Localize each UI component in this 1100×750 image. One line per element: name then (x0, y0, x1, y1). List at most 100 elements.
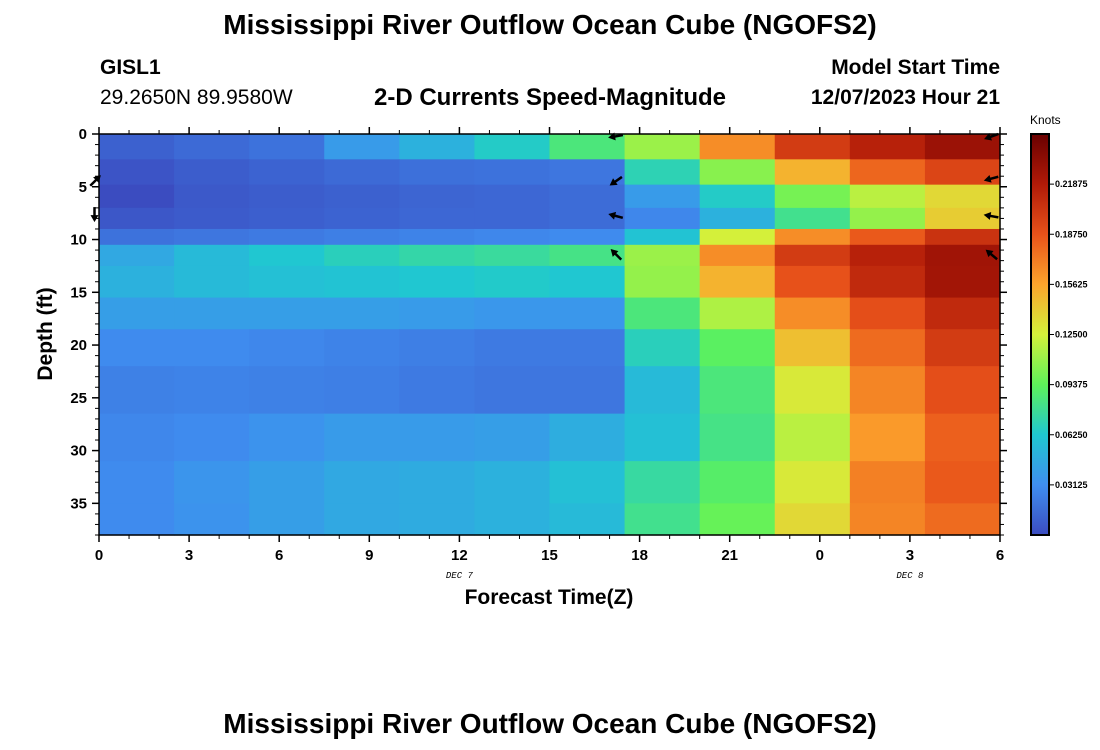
x-tick-label: 0 (816, 547, 824, 564)
arrow-head (608, 211, 617, 220)
heatmap-cell (249, 228, 325, 246)
arrow-head (90, 215, 99, 223)
heatmap-cell (324, 184, 400, 209)
heatmap-cell (324, 503, 400, 536)
colorbar-tick-label: 0.03125 (1055, 480, 1088, 490)
heatmap-cell (924, 413, 1001, 462)
y-axis-label: Depth (ft) (34, 287, 57, 380)
heatmap-cell (324, 228, 400, 246)
heatmap-cell (399, 413, 476, 462)
heatmap-cell (474, 366, 551, 415)
heatmap-cell (399, 461, 476, 504)
current-vector-arrow (983, 174, 999, 183)
y-tick-label: 25 (70, 390, 87, 407)
heatmap-cell (549, 297, 626, 330)
arrow-head (609, 178, 618, 186)
heatmap-cell (924, 503, 1001, 536)
heatmap-cell (849, 228, 926, 246)
x-tick-label: 3 (185, 547, 193, 564)
heatmap-cell (774, 329, 851, 367)
heatmap-cell (99, 244, 175, 267)
heatmap-cell (924, 461, 1001, 504)
heatmap-cell (624, 503, 701, 536)
current-vector-arrow (985, 249, 998, 261)
heatmap-cell (774, 159, 851, 186)
heatmap-cell (924, 207, 1001, 230)
heatmap-cell (474, 329, 551, 367)
heatmap-cell (324, 134, 400, 160)
heatmap-cell (399, 503, 476, 536)
x-tick-label: 6 (996, 547, 1004, 564)
heatmap-cell (174, 503, 250, 536)
x-tick-label: 15 (541, 547, 558, 564)
arrow-head (984, 133, 992, 141)
heatmap-cell (399, 159, 476, 186)
heatmap-cell (774, 207, 851, 230)
heatmap-cell (324, 413, 400, 462)
heatmap-cell (774, 134, 851, 160)
heatmap-cell (849, 413, 926, 462)
heatmap-cell (249, 297, 325, 330)
chart-title: Mississippi River Outflow Ocean Cube (NG… (223, 9, 877, 40)
heatmap-cell (774, 244, 851, 267)
heatmap-cell (249, 159, 325, 186)
colorbar (1030, 133, 1050, 536)
heatmap-cell (399, 134, 476, 160)
heatmap-cell (699, 413, 776, 462)
x-tick-label: 18 (631, 547, 648, 564)
heatmap-cell (849, 244, 926, 267)
repeated-chart-title: Mississippi River Outflow Ocean Cube (NG… (223, 708, 877, 739)
heatmap-cell (624, 159, 701, 186)
heatmap-cell (849, 461, 926, 504)
heatmap-cell (624, 265, 701, 299)
station-coordinates: 29.2650N 89.9580W (100, 86, 293, 109)
heatmap-cell (699, 228, 776, 246)
heatmap-cell (99, 184, 175, 209)
heatmap-cell (549, 244, 626, 267)
heatmap-cell (924, 244, 1001, 267)
heatmap-cell (849, 503, 926, 536)
heatmap-cell (399, 184, 476, 209)
heatmap-cell (849, 159, 926, 186)
heatmap-cell (99, 134, 175, 160)
heatmap-cell (324, 207, 400, 230)
heatmap-cell (249, 244, 325, 267)
x-tick-label: 3 (906, 547, 914, 564)
heatmap-cell (849, 297, 926, 330)
heatmap-cell (174, 366, 250, 415)
heatmap-cell (849, 184, 926, 209)
heatmap-cell (849, 207, 926, 230)
heatmap-cell (399, 244, 476, 267)
model-start-label: Model Start Time (831, 56, 1000, 79)
heatmap-cell (624, 297, 701, 330)
heatmap-cell (249, 366, 325, 415)
heatmap-cell (699, 134, 776, 160)
heatmap-cell (774, 265, 851, 299)
heatmap-cell (474, 265, 551, 299)
date-label: DEC 8 (896, 571, 924, 581)
heatmap-cell (549, 228, 626, 246)
heatmap-cell (99, 329, 175, 367)
heatmap-cell (324, 297, 400, 330)
heatmap-cell (699, 244, 776, 267)
heatmap-cell (474, 228, 551, 246)
heatmap-cell (549, 329, 626, 367)
x-tick-label: 9 (365, 547, 373, 564)
heatmap-cell (474, 503, 551, 536)
heatmap-cell (624, 184, 701, 209)
y-tick-label: 0 (79, 126, 87, 143)
heatmap-cell (324, 244, 400, 267)
heatmap-cell (549, 265, 626, 299)
heatmap-cell (174, 297, 250, 330)
heatmap-cell (99, 265, 175, 299)
colorbar-tick-label: 0.18750 (1055, 229, 1088, 239)
heatmap-cell (249, 329, 325, 367)
heatmap-cell (699, 503, 776, 536)
heatmap-cell (624, 134, 701, 160)
heatmap-cell (324, 265, 400, 299)
arrow-head (983, 212, 992, 220)
heatmap-cell (549, 366, 626, 415)
heatmap-cell (249, 184, 325, 209)
heatmap-cell (699, 159, 776, 186)
